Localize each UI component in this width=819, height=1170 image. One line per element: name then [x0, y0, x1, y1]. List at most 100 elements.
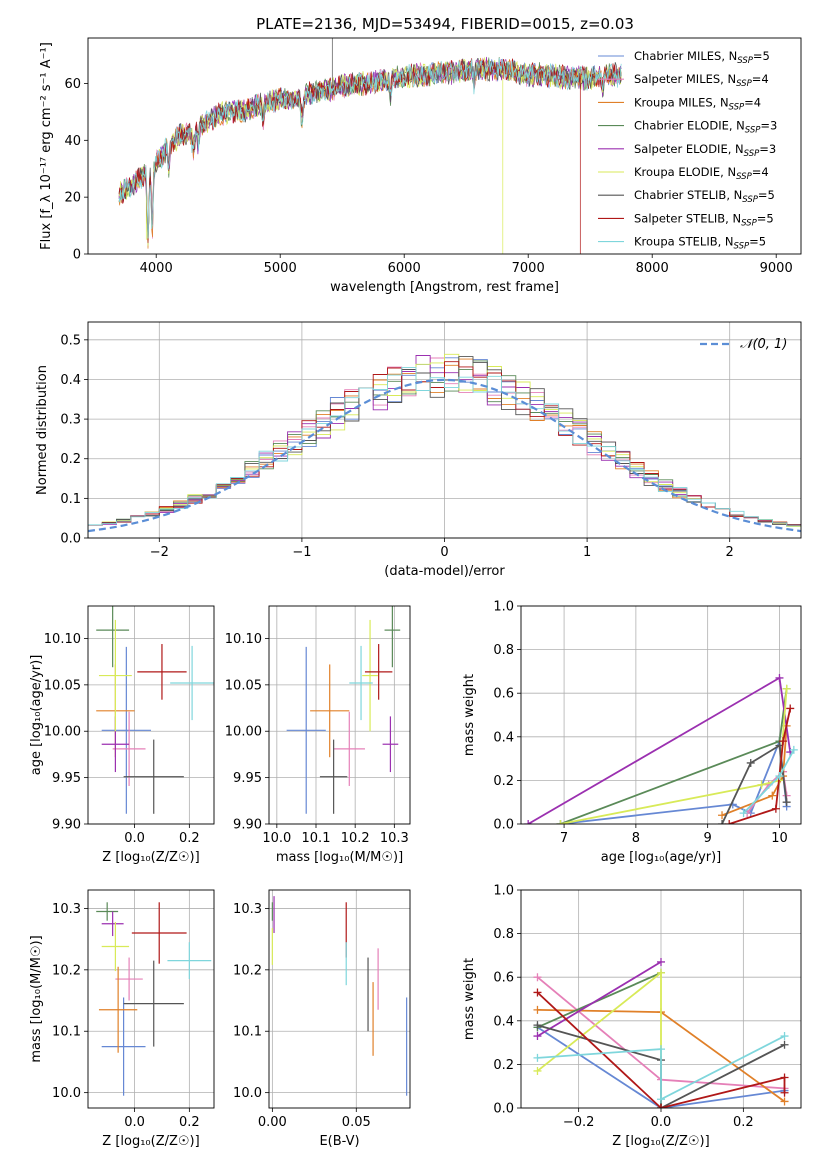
- x-axis-label: mass [log₁₀(M/M☉)]: [276, 850, 403, 865]
- legend-text: =3: [759, 142, 776, 156]
- legend-subscript: SSP: [736, 172, 752, 182]
- legend-subscript: SSP: [742, 195, 758, 205]
- axes-frame: [87, 37, 802, 255]
- weight-marker: [718, 811, 727, 820]
- plot-area: [271, 896, 408, 1096]
- figure-title: PLATE=2136, MJD=53494, FIBERID=0015, z=0…: [256, 15, 634, 33]
- y-tick-label: 0.4: [493, 1014, 514, 1029]
- x-axis-label: Z [log₁₀(Z/Z☉)]: [102, 850, 199, 865]
- legend-subscript: SSP: [745, 126, 761, 136]
- x-tick-label: 4000: [140, 261, 173, 276]
- legend-text: Chabrier STELIB, N: [634, 188, 742, 202]
- x-axis-label: Z [log₁₀(Z/Z☉)]: [612, 1134, 709, 1149]
- error-point-salpeter-stelib: [131, 902, 187, 964]
- error-point-kroupa-miles: [98, 966, 138, 1053]
- weight-marker: [782, 798, 791, 807]
- y-axis-label: mass weight: [462, 674, 477, 756]
- y-axis-label: mass [log₁₀(M/M☉)]: [29, 935, 44, 1062]
- x-tick-label: 8: [632, 831, 640, 846]
- weight-marker: [780, 1032, 789, 1041]
- y-tick-label: 0: [73, 248, 81, 263]
- legend-label: Chabrier ELODIE, NSSP=3: [634, 119, 777, 136]
- error-point-chabrier-elodie: [96, 606, 130, 668]
- x-tick-label: 0.2: [179, 1115, 200, 1130]
- weight-marker: [718, 820, 727, 824]
- x-tick-label: 0: [440, 545, 448, 560]
- x-axis-label: Z [log₁₀(Z/Z☉)]: [102, 1134, 199, 1149]
- y-tick-label: 10.1: [233, 1025, 262, 1040]
- x-tick-label: 9000: [760, 261, 793, 276]
- weight-marker: [533, 1053, 542, 1062]
- legend-text: Chabrier MILES, N: [634, 49, 737, 63]
- legend-subscript: SSP: [734, 242, 750, 252]
- y-tick-label: 10.0: [52, 1086, 81, 1101]
- error-point-chabrier-miles: [101, 646, 151, 814]
- weight-marker: [533, 988, 542, 997]
- spectrum-line-kroupa-stelib: [118, 58, 622, 239]
- y-tick-label: 0.4: [60, 373, 81, 388]
- y-tick-label: 10.05: [44, 678, 81, 693]
- x-tick-label: 8000: [636, 261, 669, 276]
- weight-vs-age-plot: 7 8 9 10 0.0 0.2 0.4 0.6 0.8 1.0 age [log₁₀(age/yr…: [462, 600, 802, 865]
- y-tick-label: 10.2: [52, 963, 81, 978]
- weight-marker: [780, 1088, 789, 1097]
- y-tick-label: 10.0: [233, 1086, 262, 1101]
- error-point-salpeter-miles: [112, 711, 146, 786]
- weight-marker: [556, 820, 565, 824]
- legend-text: =4: [752, 165, 769, 179]
- y-tick-label: 60: [64, 77, 81, 92]
- axes-frame: [87, 605, 215, 825]
- error-point-kroupa-miles: [310, 664, 350, 758]
- legend-text: Kroupa ELODIE, N: [634, 165, 736, 179]
- y-tick-label: 1.0: [493, 600, 514, 615]
- plot-area: [96, 902, 212, 1096]
- x-tick-label: 0.0: [124, 831, 145, 846]
- y-tick-label: 9.95: [233, 771, 262, 786]
- y-tick-label: 0.3: [60, 413, 81, 428]
- plot-area: [118, 38, 622, 254]
- y-tick-label: 9.90: [233, 818, 262, 833]
- legend-text: Chabrier ELODIE, N: [634, 119, 745, 133]
- weight-line-kroupa-stelib: [537, 1035, 785, 1101]
- x-tick-label: 7000: [512, 261, 545, 276]
- error-point-kroupa-elodie: [101, 921, 130, 972]
- legend-subscript: SSP: [741, 218, 757, 228]
- legend-text: =5: [758, 188, 775, 202]
- error-point-kroupa-stelib: [170, 645, 214, 721]
- y-tick-label: 10.3: [233, 902, 262, 917]
- plot-area: [96, 606, 214, 814]
- spectrum-plot: 4000 5000 6000 7000 8000 9000 0 20 40 60 wavelengt…: [39, 37, 802, 295]
- y-tick-label: 0.2: [493, 1058, 514, 1073]
- plot-area: [524, 673, 798, 824]
- legend-label: Kroupa STELIB, NSSP=5: [634, 235, 766, 252]
- error-point-chabrier-elodie: [384, 606, 401, 668]
- weight-marker: [657, 1095, 665, 1104]
- mass-vs-reddening-plot: 0.00 0.05 10.0 10.1 10.2 10.3 E(B-V): [233, 889, 411, 1149]
- x-tick-label: 0.00: [258, 1115, 287, 1130]
- y-tick-label: 40: [64, 134, 81, 149]
- plot-area: [286, 606, 401, 814]
- mass-vs-metallicity-plot: 0.0 0.2 10.0 10.1 10.2 10.3 Z [log₁₀(Z/Z☉)] mas…: [29, 889, 215, 1149]
- weight-line-salpeter-elodie: [527, 676, 792, 824]
- legend-text: Salpeter ELODIE, N: [634, 142, 744, 156]
- y-tick-label: 0.2: [60, 452, 81, 467]
- legend-text: Kroupa STELIB, N: [634, 235, 734, 249]
- x-tick-label: 10.1: [302, 831, 331, 846]
- x-tick-label: −1: [292, 545, 311, 560]
- legend-subscript: SSP: [736, 79, 752, 89]
- error-point-chabrier-stelib: [123, 739, 184, 814]
- error-point-salpeter-miles: [115, 957, 143, 1001]
- y-axis-label: mass weight: [462, 958, 477, 1040]
- x-tick-label: 10: [771, 831, 788, 846]
- normal-curve: [88, 378, 801, 533]
- weight-marker: [533, 1005, 542, 1014]
- y-axis-label: Flux [f_λ 10⁻¹⁷ erg cm⁻² s⁻¹ A⁻¹]: [39, 42, 54, 250]
- weight-marker: [789, 745, 798, 754]
- weight-marker: [657, 968, 665, 977]
- legend-label: Salpeter ELODIE, NSSP=3: [634, 142, 776, 159]
- legend-text: =4: [752, 72, 769, 86]
- weight-line-kroupa-elodie: [560, 688, 788, 824]
- y-tick-label: 10.00: [225, 725, 262, 740]
- x-tick-label: 6000: [388, 261, 421, 276]
- legend-label: 𝒩(0, 1): [740, 337, 787, 352]
